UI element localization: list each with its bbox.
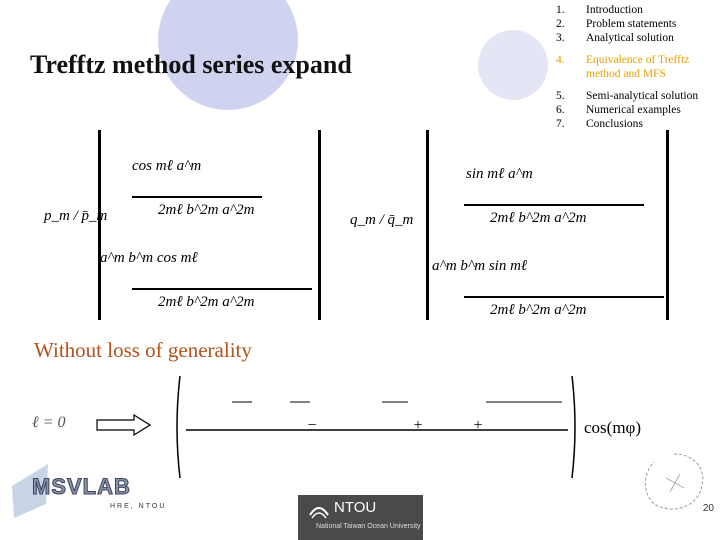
table-of-contents: 1. Introduction 2. Problem statements 3. An… — [556, 3, 714, 131]
denominator-term: 2mℓ b^2m a^2m — [158, 294, 255, 310]
matrix-bracket — [426, 130, 429, 320]
seal-watermark-icon — [645, 453, 704, 510]
ntou-sub-label: National Taiwan Ocean University — [316, 523, 421, 530]
toc-item[interactable]: 7. Conclusions — [556, 117, 714, 131]
toc-item-label: Equivalence of Trefftz method and MFS — [586, 54, 690, 80]
arrow-right-icon — [96, 414, 152, 436]
ntou-emblem-icon — [309, 507, 329, 519]
svg-text:MSVLAB: MSVLAB — [32, 474, 131, 499]
slide-subtitle: Without loss of generality — [34, 338, 252, 362]
svg-text:+: + — [473, 417, 482, 434]
lower-sin-term: a^m b^m sin mℓ — [432, 258, 528, 274]
result-term: cos(mφ) — [584, 418, 642, 437]
matrix-bracket — [666, 130, 669, 320]
toc-item-number: 5. — [556, 90, 565, 102]
toc-item-active[interactable]: 4. Equivalence of Trefftz method and MFS — [556, 53, 714, 81]
ntou-label: NTOU — [334, 499, 377, 516]
decor-circle-small — [478, 30, 548, 100]
left-vector: p_m / p̄_m — [44, 208, 108, 224]
fraction-bar — [132, 288, 312, 290]
denominator-term: 2mℓ b^2m a^2m — [490, 210, 587, 226]
toc-item[interactable]: 6. Numerical examples — [556, 103, 714, 117]
fraction-bar — [132, 196, 262, 198]
slide-title: Trefftz method series expand — [30, 50, 352, 79]
svg-text:−: − — [307, 417, 316, 434]
msvlab-sub-label: HRE, NTOU — [110, 503, 167, 510]
decor-circle-large — [158, 0, 298, 110]
toc-item[interactable]: 2. Problem statements — [556, 17, 714, 31]
toc-item-number: 7. — [556, 118, 565, 130]
right-vector: q_m / q̄_m — [350, 212, 414, 228]
toc-item-label: Semi-analytical solution — [586, 90, 699, 102]
denominator-term: 2mℓ b^2m a^2m — [158, 202, 255, 218]
toc-item[interactable]: 3. Analytical solution — [556, 31, 714, 45]
fraction-bar — [464, 296, 664, 298]
toc-item-number: 6. — [556, 104, 565, 116]
toc-item-number: 1. — [556, 4, 565, 16]
page-number: 20 — [702, 503, 714, 514]
matrix-formulas: p_m / p̄_m cos mℓ a^m 2mℓ b^2m a^2m a^m … — [28, 130, 698, 330]
matrix-bracket — [98, 130, 101, 320]
fraction-bar — [464, 204, 644, 206]
matrix-bracket — [318, 130, 321, 320]
toc-item-label: Analytical solution — [586, 32, 674, 44]
toc-item-label: Problem statements — [586, 18, 677, 30]
lower-cos-term: a^m b^m cos mℓ — [100, 250, 198, 266]
toc-item-label: Introduction — [586, 4, 643, 16]
condition-formula: ℓ = 0 — [32, 414, 66, 431]
toc-item-number: 4. — [556, 54, 565, 66]
toc-item-number: 2. — [556, 18, 565, 30]
toc-item-number: 3. — [556, 32, 565, 44]
svg-text:+: + — [413, 417, 422, 434]
cos-term: cos mℓ a^m — [132, 158, 202, 174]
toc-item-label: Conclusions — [586, 118, 643, 130]
toc-item-label: Numerical examples — [586, 104, 681, 116]
sin-term: sin mℓ a^m — [466, 166, 533, 182]
result-formula: − + + — [176, 375, 576, 479]
ntou-logo: NTOU National Taiwan Ocean University — [298, 495, 423, 540]
toc-item[interactable]: 1. Introduction — [556, 3, 714, 17]
denominator-term: 2mℓ b^2m a^2m — [490, 302, 587, 318]
msvlab-logo: MSVLAB — [12, 464, 131, 518]
toc-item[interactable]: 5. Semi-analytical solution — [556, 89, 714, 103]
